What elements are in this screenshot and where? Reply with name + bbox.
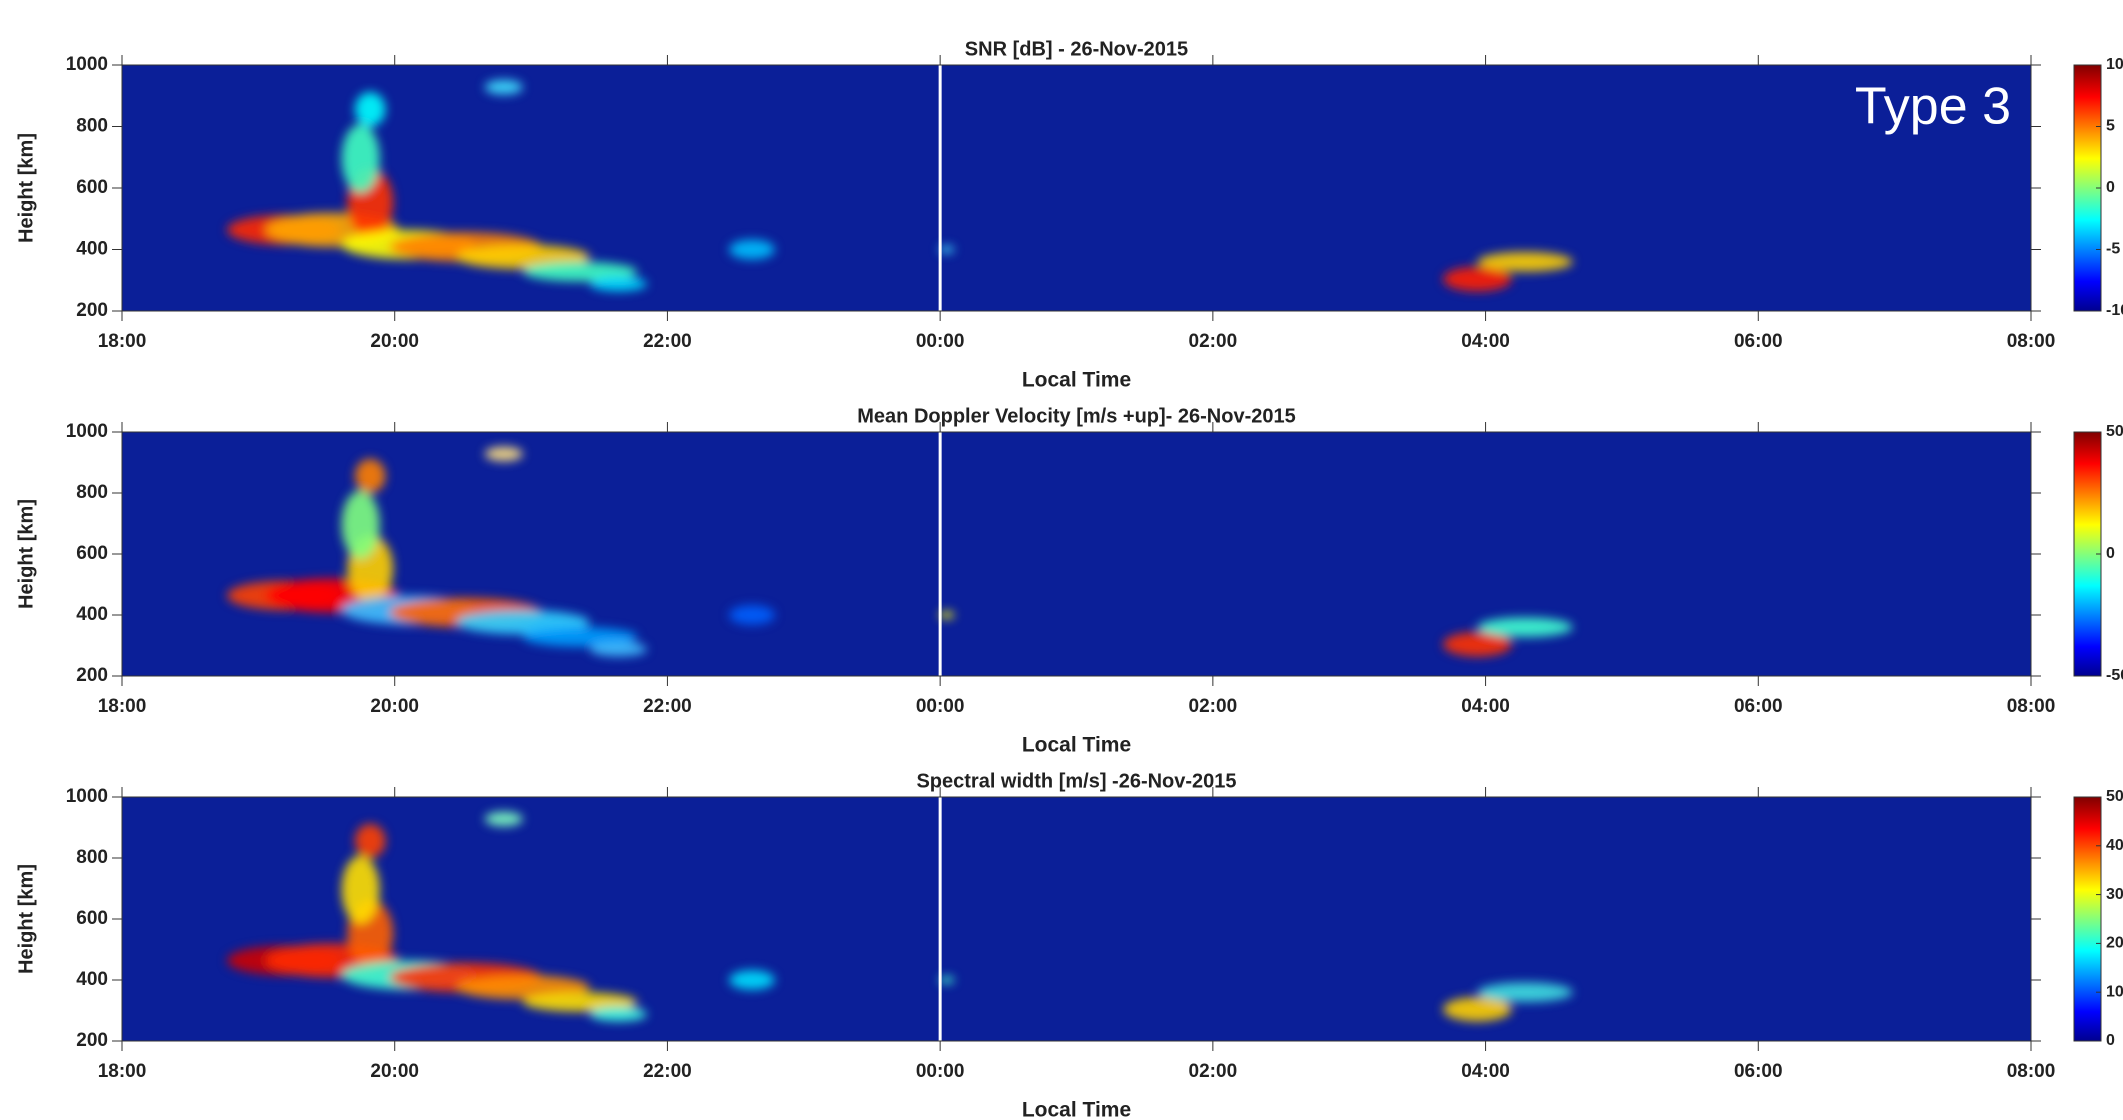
echo bbox=[1443, 266, 1512, 292]
echo bbox=[729, 605, 775, 625]
y-tick-label: 800 bbox=[76, 847, 108, 868]
x-tick-label: 06:00 bbox=[1734, 696, 1783, 717]
x-tick-label: 18:00 bbox=[98, 1061, 147, 1082]
x-tick-label: 20:00 bbox=[370, 331, 419, 352]
echo bbox=[589, 641, 647, 657]
colorbar-tick-label: 30 bbox=[2106, 886, 2123, 903]
x-tick-label: 06:00 bbox=[1734, 1061, 1783, 1082]
x-tick-label: 04:00 bbox=[1461, 1061, 1510, 1082]
y-tick-label: 600 bbox=[76, 177, 108, 198]
colorbar-tick-label: 0 bbox=[2106, 545, 2115, 562]
y-tick-label: 200 bbox=[76, 300, 108, 321]
x-tick-label: 02:00 bbox=[1189, 331, 1238, 352]
echo bbox=[484, 446, 523, 462]
annotation: Type 3 bbox=[1855, 78, 2011, 136]
echo bbox=[484, 811, 523, 827]
echo-layer bbox=[226, 79, 1573, 292]
y-tick-label: 1000 bbox=[66, 786, 108, 807]
colorbar-tick-label: 10 bbox=[2106, 56, 2123, 73]
y-axis-label: Height [km] bbox=[15, 864, 37, 974]
echo bbox=[354, 92, 386, 127]
colorbar-tick-label: -50 bbox=[2106, 667, 2123, 684]
colorbar-tick-label: 5 bbox=[2106, 118, 2115, 135]
panel-title: Spectral width [m/s] -26-Nov-2015 bbox=[916, 770, 1236, 792]
echo bbox=[1443, 632, 1512, 657]
echo bbox=[1443, 997, 1512, 1022]
x-tick-label: 22:00 bbox=[643, 696, 692, 717]
panel-title: SNR [dB] - 26-Nov-2015 bbox=[965, 38, 1188, 60]
x-tick-label: 08:00 bbox=[2007, 696, 2056, 717]
x-tick-label: 02:00 bbox=[1189, 1061, 1238, 1082]
echo bbox=[939, 611, 955, 619]
x-tick-label: 08:00 bbox=[2007, 331, 2056, 352]
echo bbox=[484, 79, 523, 95]
colorbar-tick-label: 20 bbox=[2106, 935, 2123, 952]
echo-layer bbox=[226, 811, 1573, 1022]
x-tick-label: 00:00 bbox=[916, 696, 965, 717]
colorbar bbox=[2073, 796, 2102, 1042]
x-tick-label: 04:00 bbox=[1461, 696, 1510, 717]
x-tick-label: 18:00 bbox=[98, 696, 147, 717]
colorbar-tick-label: 50 bbox=[2106, 423, 2123, 440]
y-tick-label: 600 bbox=[76, 908, 108, 929]
colorbar-tick-label: -10 bbox=[2106, 302, 2123, 319]
echo bbox=[341, 490, 380, 559]
x-tick-label: 20:00 bbox=[370, 1061, 419, 1082]
y-tick-label: 400 bbox=[76, 969, 108, 990]
echo bbox=[354, 823, 386, 858]
echo bbox=[522, 261, 638, 282]
echo bbox=[522, 627, 638, 647]
x-tick-label: 02:00 bbox=[1189, 696, 1238, 717]
echo bbox=[1477, 617, 1573, 637]
panel-title: Mean Doppler Velocity [m/s +up]- 26-Nov-… bbox=[857, 405, 1295, 427]
echo bbox=[589, 1006, 647, 1022]
echo bbox=[1477, 982, 1573, 1002]
x-tick-label: 00:00 bbox=[916, 331, 965, 352]
plot-background bbox=[122, 65, 2031, 311]
y-tick-label: 400 bbox=[76, 604, 108, 625]
colorbar-tick-label: 0 bbox=[2106, 179, 2115, 196]
x-axis-label: Local Time bbox=[1022, 734, 1131, 757]
echo bbox=[589, 276, 647, 292]
y-tick-label: 200 bbox=[76, 665, 108, 686]
x-tick-label: 22:00 bbox=[643, 331, 692, 352]
x-axis-label: Local Time bbox=[1022, 1099, 1131, 1120]
x-tick-label: 20:00 bbox=[370, 696, 419, 717]
x-tick-label: 04:00 bbox=[1461, 331, 1510, 352]
plot-background bbox=[122, 432, 2031, 676]
colorbar-tick-label: 50 bbox=[2106, 788, 2123, 805]
y-tick-label: 1000 bbox=[66, 421, 108, 442]
plot-background bbox=[122, 797, 2031, 1041]
colorbar-tick-label: 40 bbox=[2106, 837, 2123, 854]
x-tick-label: 06:00 bbox=[1734, 331, 1783, 352]
echo-layer bbox=[226, 446, 1573, 657]
x-tick-label: 08:00 bbox=[2007, 1061, 2056, 1082]
y-tick-label: 800 bbox=[76, 116, 108, 137]
echo bbox=[729, 239, 775, 260]
colorbar-tick-label: -5 bbox=[2106, 241, 2120, 258]
y-tick-label: 800 bbox=[76, 482, 108, 503]
y-axis-label: Height [km] bbox=[15, 133, 37, 243]
echo bbox=[341, 855, 380, 924]
y-tick-label: 600 bbox=[76, 543, 108, 564]
x-tick-label: 22:00 bbox=[643, 1061, 692, 1082]
colorbar-tick-label: 10 bbox=[2106, 983, 2123, 1000]
y-tick-label: 200 bbox=[76, 1030, 108, 1051]
echo bbox=[354, 458, 386, 494]
echo bbox=[341, 124, 380, 193]
y-tick-label: 1000 bbox=[66, 54, 108, 75]
y-tick-label: 400 bbox=[76, 239, 108, 260]
echo bbox=[729, 970, 775, 990]
echo bbox=[1477, 251, 1573, 272]
echo bbox=[939, 976, 955, 984]
echo bbox=[522, 992, 638, 1012]
x-axis-label: Local Time bbox=[1022, 369, 1131, 392]
colorbar-tick-label: 0 bbox=[2106, 1032, 2115, 1049]
echo bbox=[939, 245, 955, 254]
x-tick-label: 00:00 bbox=[916, 1061, 965, 1082]
y-axis-label: Height [km] bbox=[15, 499, 37, 609]
x-tick-label: 18:00 bbox=[98, 331, 147, 352]
